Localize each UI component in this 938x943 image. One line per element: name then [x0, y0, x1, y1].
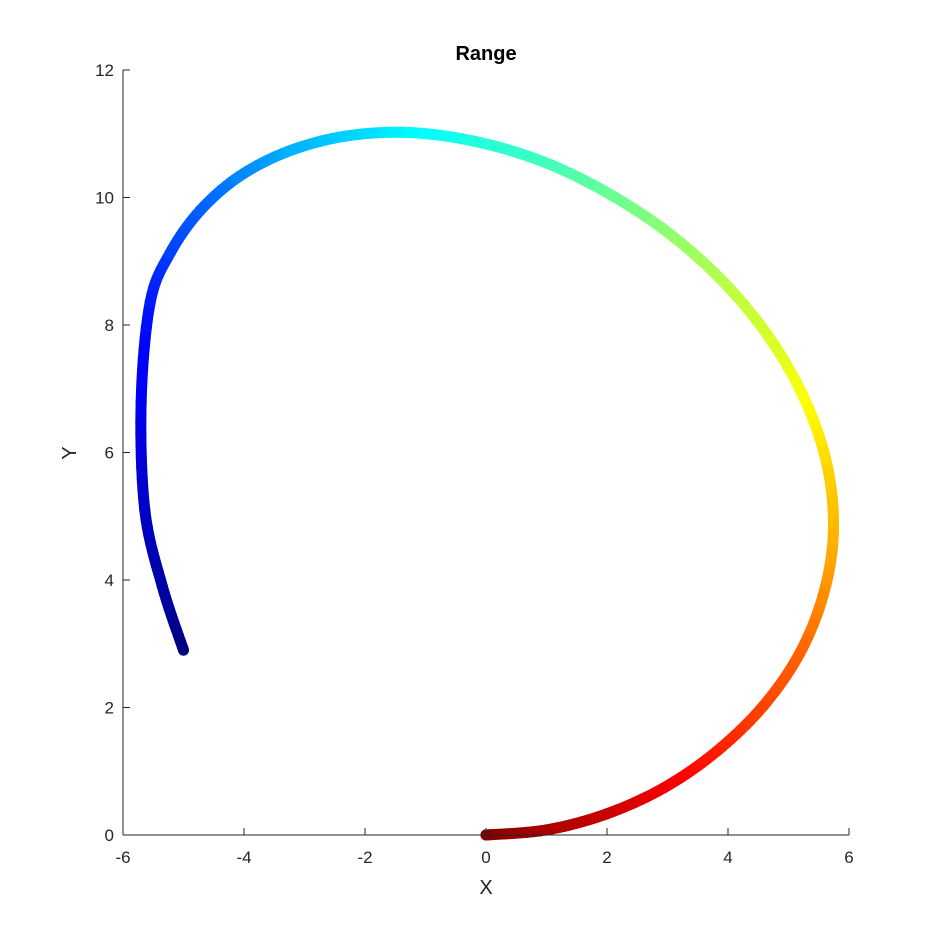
chart-title: Range — [455, 43, 516, 65]
range-trace-point — [711, 746, 722, 757]
range-trace-point — [178, 645, 189, 656]
x-tick-label: 4 — [723, 848, 732, 867]
range-trace-point — [803, 402, 814, 413]
range-trace-point — [667, 231, 678, 242]
range-trace-point — [136, 396, 147, 407]
range-trace-point — [165, 247, 176, 258]
y-tick-label: 0 — [105, 826, 114, 845]
range-trace-point — [402, 127, 413, 138]
y-tick-label: 10 — [95, 189, 114, 208]
range-trace-point — [769, 340, 780, 351]
x-tick-label: -4 — [236, 848, 251, 867]
range-trace-point — [234, 171, 245, 182]
range-trace-point — [538, 156, 549, 167]
range-trace-point — [758, 701, 769, 712]
range-trace-point — [339, 131, 350, 142]
range-trace-point — [139, 504, 150, 515]
y-axis-label: Y — [59, 446, 81, 459]
range-trace-point — [282, 146, 293, 157]
y-tick-label: 2 — [105, 699, 114, 718]
y-tick-label: 4 — [105, 571, 114, 590]
y-tick-label: 8 — [105, 316, 114, 335]
range-trace-point — [724, 283, 735, 294]
range-trace-point — [658, 782, 669, 793]
x-tick-label: -2 — [357, 848, 372, 867]
range-trace-point — [541, 824, 552, 835]
range-trace-point — [794, 648, 805, 659]
range-trace-point — [605, 189, 616, 200]
range-trace-point — [828, 530, 839, 541]
y-tick-label: 12 — [95, 61, 114, 80]
range-trace-point — [601, 808, 612, 819]
x-tick-label: 0 — [481, 848, 490, 867]
range-trace-point — [823, 466, 834, 477]
y-tick-label: 6 — [105, 444, 114, 463]
x-tick-label: -6 — [115, 848, 130, 867]
range-trace-point — [817, 590, 828, 601]
range-trace-point — [157, 581, 168, 592]
x-tick-label: 6 — [844, 848, 853, 867]
x-tick-label: 2 — [602, 848, 611, 867]
range-trace-point — [194, 205, 205, 216]
range-trace-point — [145, 297, 156, 308]
range-trace-point — [470, 136, 481, 147]
x-axis-label: X — [479, 877, 492, 899]
